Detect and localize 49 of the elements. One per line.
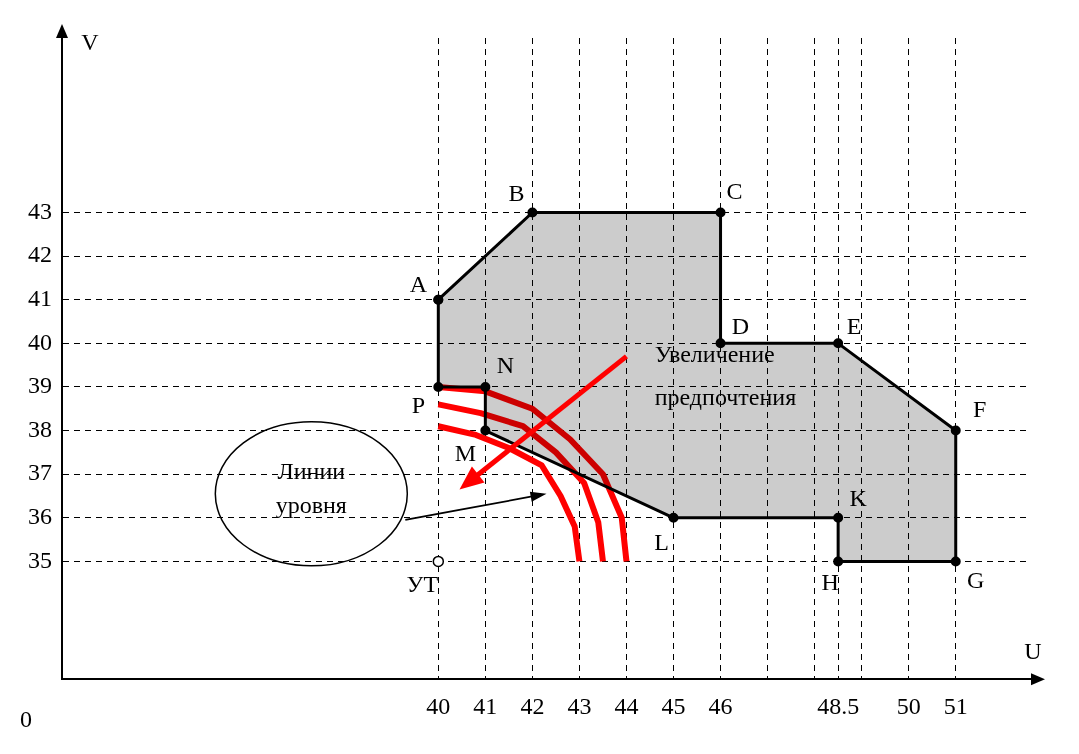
x-tick-label: 44 bbox=[614, 692, 639, 719]
annotation: Линии уровня bbox=[275, 458, 347, 519]
annotation: P bbox=[411, 392, 425, 419]
annotation: E bbox=[846, 312, 862, 339]
x-tick-label: 50 bbox=[896, 692, 921, 719]
x-tick-label: 51 bbox=[943, 692, 968, 719]
y-tick-label: 40 bbox=[28, 328, 52, 355]
y-tick-label: 41 bbox=[28, 285, 52, 312]
y-axis-title: V bbox=[81, 29, 100, 56]
annotation: L bbox=[654, 529, 669, 556]
point bbox=[433, 381, 444, 392]
annotation: D bbox=[731, 312, 750, 339]
point bbox=[432, 555, 445, 568]
point bbox=[480, 381, 491, 392]
annotation: B bbox=[508, 179, 525, 206]
y-tick-label: 42 bbox=[28, 241, 52, 268]
y-tick-label: 36 bbox=[28, 503, 52, 530]
point bbox=[950, 556, 961, 567]
y-tick-label: 35 bbox=[28, 546, 52, 573]
point bbox=[668, 512, 679, 523]
text: 0 bbox=[20, 706, 32, 733]
annotation: Увеличение предпочтения bbox=[654, 340, 797, 411]
point bbox=[833, 512, 844, 523]
annotation: A bbox=[409, 271, 428, 298]
x-tick-label: 43 bbox=[567, 692, 592, 719]
y-tick-label: 43 bbox=[28, 197, 52, 224]
point bbox=[480, 425, 491, 436]
point bbox=[833, 338, 844, 349]
point bbox=[715, 207, 726, 218]
annotation: M bbox=[454, 439, 477, 466]
x-axis-title: U bbox=[1024, 638, 1042, 665]
point bbox=[950, 425, 961, 436]
annotation: УТ bbox=[406, 570, 439, 597]
x-tick-label: 46 bbox=[708, 692, 733, 719]
x-tick-label: 45 bbox=[661, 692, 686, 719]
point bbox=[527, 207, 538, 218]
y-tick-label: 37 bbox=[28, 459, 52, 486]
annotation: G bbox=[967, 566, 985, 593]
annotation: H bbox=[821, 568, 839, 595]
x-tick-label: 48.5 bbox=[817, 692, 860, 719]
x-tick-label: 41 bbox=[473, 692, 498, 719]
annotation: N bbox=[496, 352, 515, 379]
y-tick-label: 39 bbox=[28, 372, 52, 399]
y-tick-label: 38 bbox=[28, 415, 52, 442]
annotation: F bbox=[973, 395, 987, 422]
x-tick-label: 42 bbox=[520, 692, 545, 719]
point bbox=[833, 556, 844, 567]
annotation: C bbox=[726, 177, 743, 204]
x-tick-label: 40 bbox=[426, 692, 451, 719]
